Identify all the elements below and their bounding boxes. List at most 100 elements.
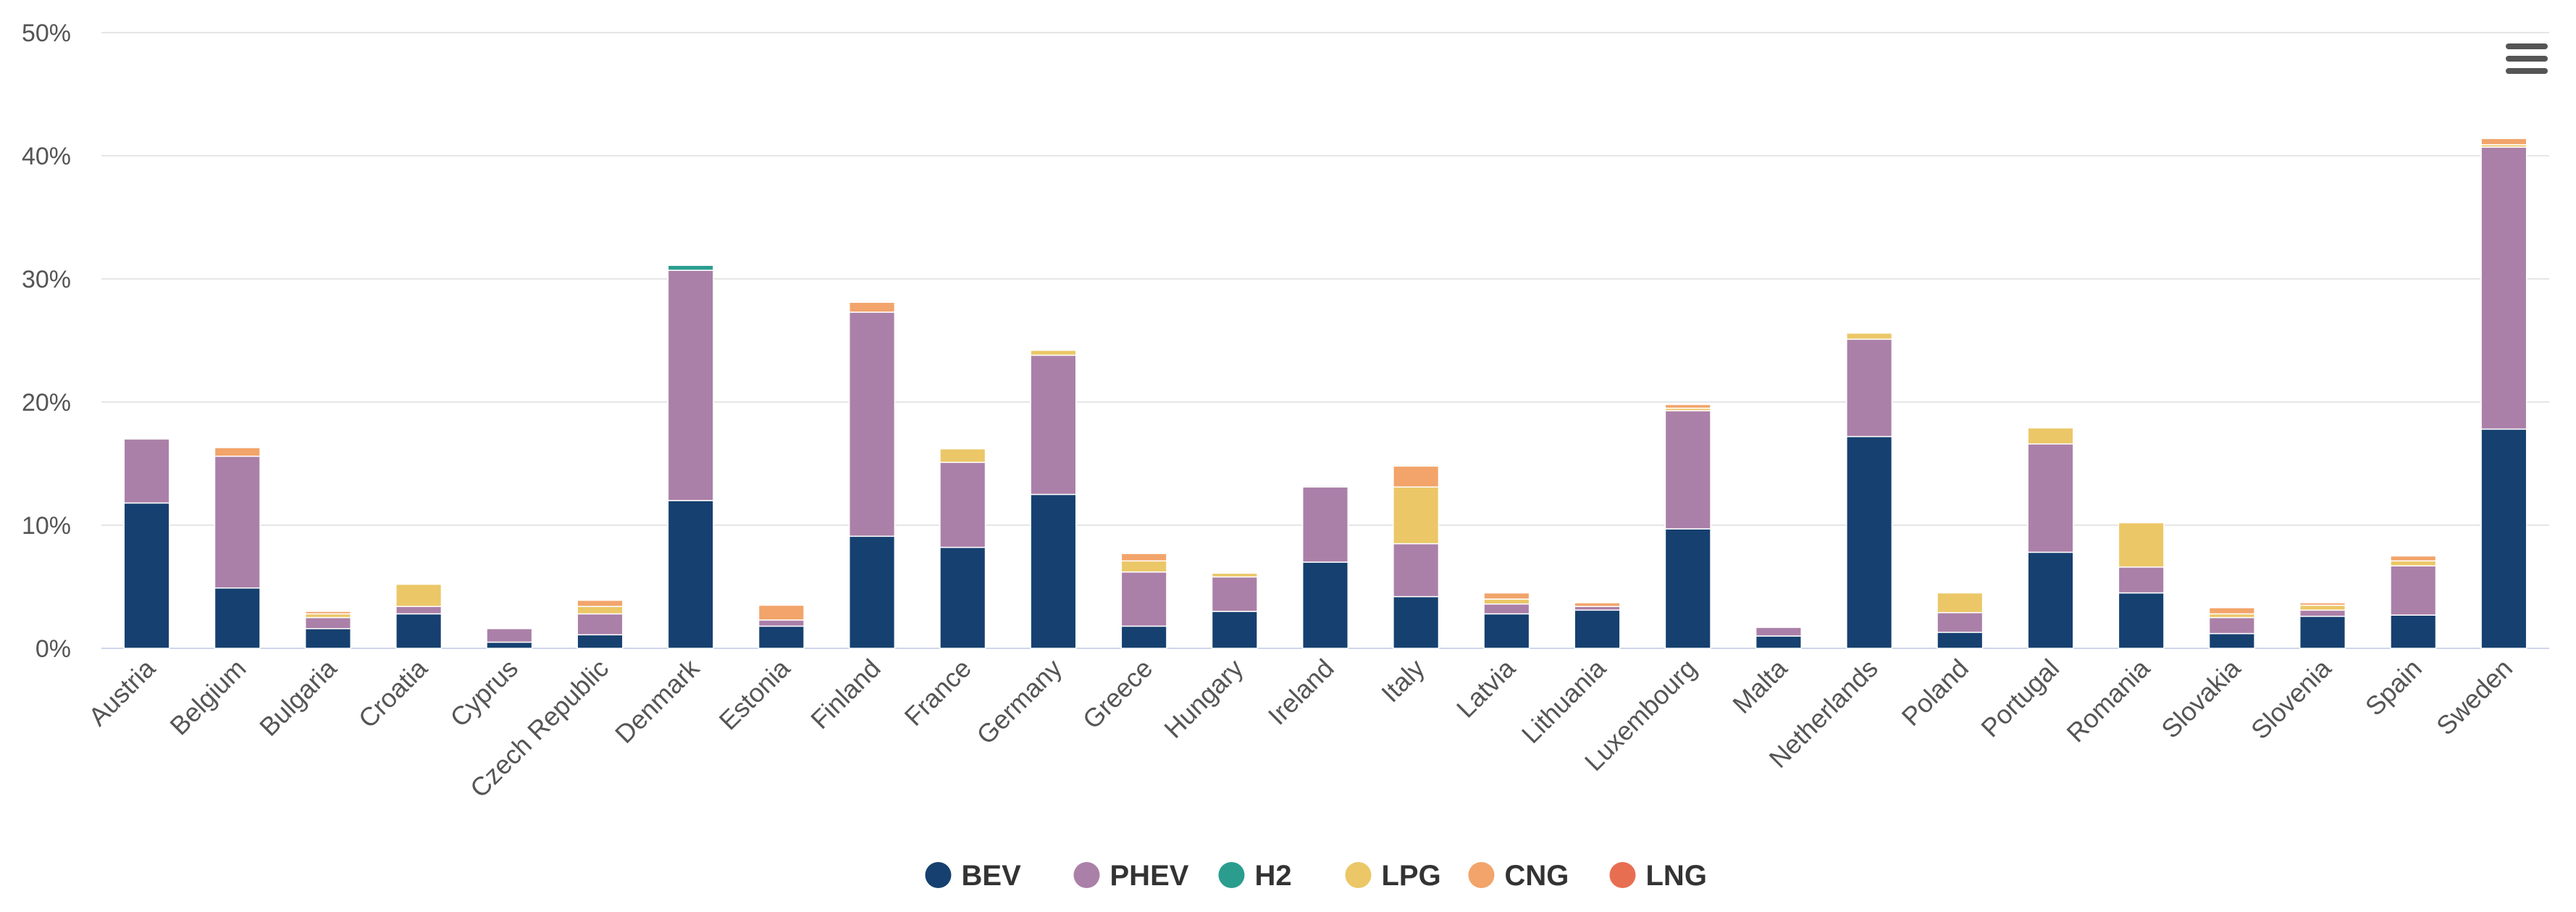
bar-stack-france[interactable] bbox=[939, 448, 986, 649]
bar-stack-spain[interactable] bbox=[2390, 555, 2437, 649]
bar-segment-phev[interactable] bbox=[2208, 616, 2255, 635]
bar-segment-cng[interactable] bbox=[576, 599, 624, 607]
bar-segment-phev[interactable] bbox=[1301, 486, 1349, 563]
bar-segment-phev[interactable] bbox=[304, 616, 352, 629]
bar-segment-lpg[interactable] bbox=[1483, 598, 1530, 605]
bar-stack-greece[interactable] bbox=[1120, 553, 1167, 649]
bar-segment-phev[interactable] bbox=[667, 269, 714, 501]
bar-segment-phev[interactable] bbox=[2480, 146, 2527, 430]
bar-segment-phev[interactable] bbox=[1120, 571, 1167, 627]
bar-segment-bev[interactable] bbox=[2480, 428, 2527, 649]
bar-segment-lpg[interactable] bbox=[2118, 522, 2165, 568]
bar-segment-bev[interactable] bbox=[304, 628, 352, 649]
bar-segment-bev[interactable] bbox=[1937, 632, 1984, 649]
bar-stack-belgium[interactable] bbox=[214, 447, 261, 649]
bar-stack-slovakia[interactable] bbox=[2208, 607, 2255, 649]
legend-item-cng[interactable]: CNG bbox=[1468, 860, 1569, 892]
hamburger-menu-icon[interactable] bbox=[2506, 43, 2548, 74]
bar-segment-cng[interactable] bbox=[304, 611, 352, 615]
bar-segment-bev[interactable] bbox=[1664, 528, 1711, 649]
bar-segment-cng[interactable] bbox=[1483, 592, 1530, 600]
bar-segment-bev[interactable] bbox=[2208, 632, 2255, 649]
bar-segment-cng[interactable] bbox=[758, 604, 805, 621]
bar-segment-phev[interactable] bbox=[1393, 543, 1440, 598]
bar-segment-cng[interactable] bbox=[214, 447, 261, 457]
bar-segment-cng[interactable] bbox=[1120, 553, 1167, 562]
bar-segment-cng[interactable] bbox=[2480, 138, 2527, 146]
bar-segment-phev[interactable] bbox=[939, 461, 986, 548]
bar-segment-phev[interactable] bbox=[849, 311, 896, 537]
bar-stack-finland[interactable] bbox=[849, 301, 896, 649]
bar-segment-cng[interactable] bbox=[1393, 465, 1440, 488]
bar-stack-latvia[interactable] bbox=[1483, 592, 1530, 649]
bar-segment-phev[interactable] bbox=[1030, 354, 1077, 495]
bar-segment-phev[interactable] bbox=[1574, 606, 1621, 611]
bar-segment-phev[interactable] bbox=[1937, 611, 1984, 633]
bar-segment-phev[interactable] bbox=[1664, 410, 1711, 530]
bar-segment-bev[interactable] bbox=[2299, 616, 2346, 649]
bar-stack-germany[interactable] bbox=[1030, 349, 1077, 649]
legend-item-lng[interactable]: LNG bbox=[1609, 860, 1707, 892]
bar-stack-slovenia[interactable] bbox=[2299, 602, 2346, 649]
bar-segment-bev[interactable] bbox=[758, 625, 805, 649]
bar-segment-bev[interactable] bbox=[486, 641, 533, 649]
bar-segment-lpg[interactable] bbox=[1846, 332, 1893, 340]
bar-stack-lithuania[interactable] bbox=[1574, 602, 1621, 649]
bar-segment-phev[interactable] bbox=[2118, 566, 2165, 594]
bar-segment-bev[interactable] bbox=[2027, 551, 2074, 649]
bar-segment-cng[interactable] bbox=[1574, 602, 1621, 607]
bar-segment-lpg[interactable] bbox=[2027, 427, 2074, 445]
bar-segment-lpg[interactable] bbox=[576, 606, 624, 615]
bar-segment-bev[interactable] bbox=[1846, 435, 1893, 649]
bar-stack-luxembourg[interactable] bbox=[1664, 403, 1711, 649]
bar-segment-lpg[interactable] bbox=[1211, 572, 1258, 578]
bar-segment-lpg[interactable] bbox=[1120, 560, 1167, 573]
bar-stack-hungary[interactable] bbox=[1211, 572, 1258, 649]
bar-stack-ireland[interactable] bbox=[1301, 486, 1349, 649]
legend-item-lpg[interactable]: LPG bbox=[1345, 860, 1441, 892]
bar-segment-bev[interactable] bbox=[214, 587, 261, 649]
bar-segment-bev[interactable] bbox=[1120, 625, 1167, 649]
bar-segment-lpg[interactable] bbox=[1393, 486, 1440, 545]
bar-segment-lpg[interactable] bbox=[395, 583, 442, 607]
bar-segment-bev[interactable] bbox=[1574, 609, 1621, 649]
bar-segment-bev[interactable] bbox=[1030, 493, 1077, 649]
bar-segment-bev[interactable] bbox=[1483, 613, 1530, 649]
bar-segment-phev[interactable] bbox=[758, 619, 805, 627]
bar-segment-lpg[interactable] bbox=[1937, 592, 1984, 614]
bar-segment-cng[interactable] bbox=[2390, 555, 2437, 562]
bar-stack-czech-republic[interactable] bbox=[576, 599, 624, 649]
bar-segment-bev[interactable] bbox=[1755, 635, 1802, 649]
bar-stack-bulgaria[interactable] bbox=[304, 611, 352, 649]
bar-segment-bev[interactable] bbox=[395, 613, 442, 649]
bar-stack-austria[interactable] bbox=[123, 438, 170, 649]
bar-segment-cng[interactable] bbox=[1664, 403, 1711, 409]
bar-segment-lpg[interactable] bbox=[304, 613, 352, 619]
legend-item-phev[interactable]: PHEV bbox=[1073, 860, 1189, 892]
bar-stack-denmark[interactable] bbox=[667, 264, 714, 649]
bar-segment-bev[interactable] bbox=[1393, 595, 1440, 649]
bar-segment-lpg[interactable] bbox=[2390, 560, 2437, 566]
bar-segment-bev[interactable] bbox=[939, 546, 986, 649]
bar-segment-phev[interactable] bbox=[214, 456, 261, 589]
bar-stack-romania[interactable] bbox=[2118, 522, 2165, 649]
bar-segment-phev[interactable] bbox=[1211, 576, 1258, 612]
legend-item-h2[interactable]: H2 bbox=[1218, 860, 1292, 892]
bar-stack-poland[interactable] bbox=[1937, 592, 1984, 649]
bar-segment-bev[interactable] bbox=[1301, 561, 1349, 649]
bar-segment-phev[interactable] bbox=[2299, 609, 2346, 617]
bar-segment-phev[interactable] bbox=[1755, 627, 1802, 637]
bar-segment-h2[interactable] bbox=[667, 264, 714, 271]
bar-stack-netherlands[interactable] bbox=[1846, 332, 1893, 649]
legend-item-bev[interactable]: BEV bbox=[925, 860, 1022, 892]
bar-stack-cyprus[interactable] bbox=[486, 628, 533, 649]
bar-segment-phev[interactable] bbox=[486, 628, 533, 643]
bar-stack-malta[interactable] bbox=[1755, 627, 1802, 649]
bar-segment-lpg[interactable] bbox=[1030, 349, 1077, 356]
bar-stack-estonia[interactable] bbox=[758, 604, 805, 649]
bar-segment-bev[interactable] bbox=[576, 634, 624, 649]
bar-segment-bev[interactable] bbox=[849, 535, 896, 649]
bar-segment-lpg[interactable] bbox=[939, 448, 986, 464]
bar-segment-phev[interactable] bbox=[2390, 565, 2437, 616]
bar-segment-bev[interactable] bbox=[123, 502, 170, 649]
